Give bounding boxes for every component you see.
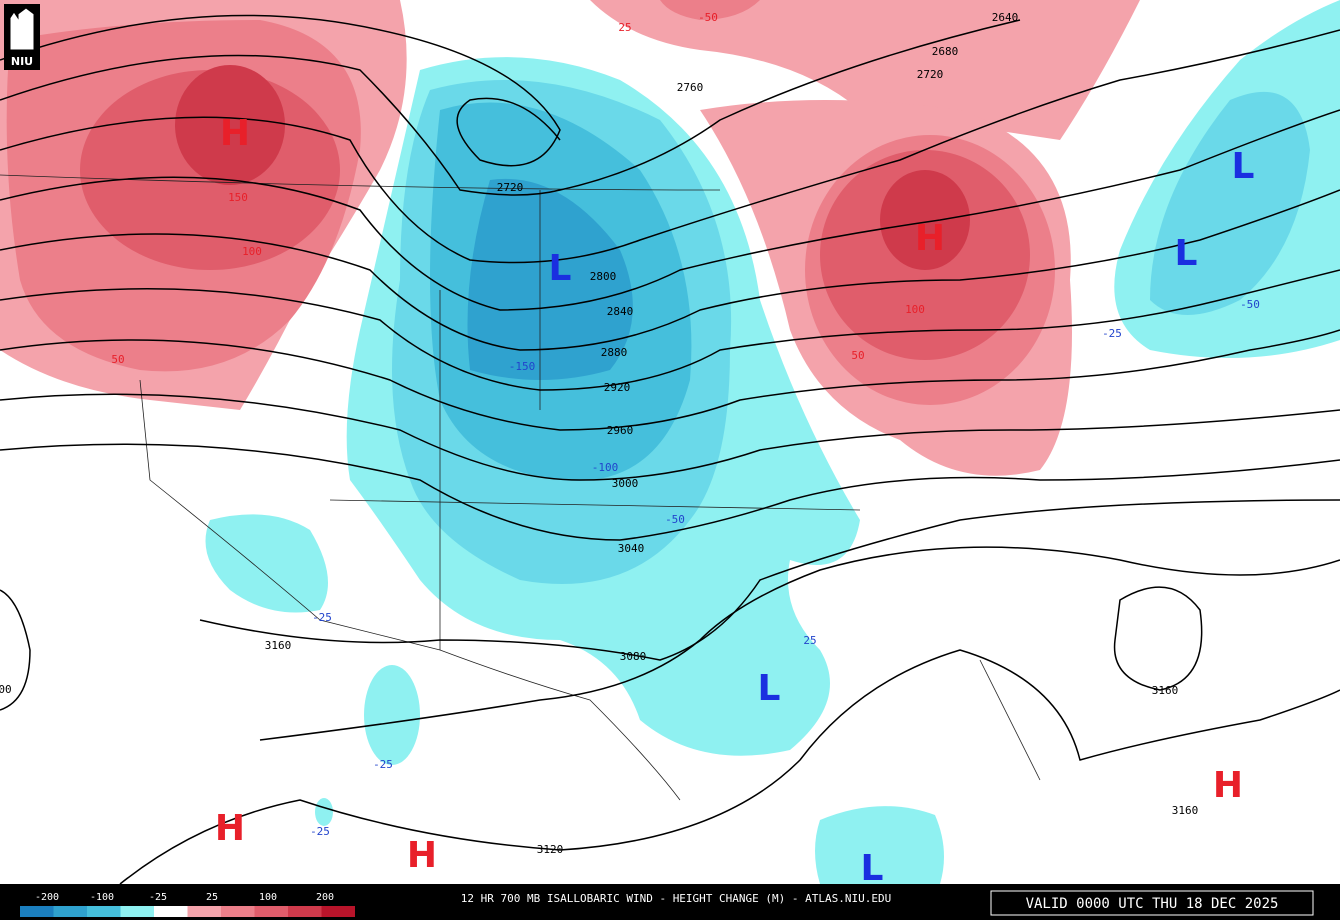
change-label: -50 (1240, 298, 1260, 311)
contour-label: 2840 (607, 305, 634, 318)
colorbar-swatch (221, 906, 255, 917)
change-label: 25 (618, 21, 631, 34)
colorbar-label: 25 (206, 892, 218, 903)
contour-label: 2680 (932, 45, 959, 58)
contour-label: 2760 (677, 81, 704, 94)
colorbar-swatch (154, 906, 188, 917)
contour-label: 2720 (497, 181, 524, 194)
colorbar-label: 100 (259, 892, 277, 903)
contour-label: 3160 (265, 639, 292, 652)
contour-label: 2800 (590, 270, 617, 283)
pressure-center: H (915, 218, 945, 259)
colorbar-swatch (321, 906, 355, 917)
colorbar-swatch (187, 906, 221, 917)
contour-label: 3000 (612, 477, 639, 490)
colorbar: -200 -100 -25 25 100 200 (20, 892, 355, 917)
change-label: 100 (905, 303, 925, 316)
change-label: -150 (509, 360, 536, 373)
valid-time: VALID 0000 UTC THU 18 DEC 2025 (1026, 896, 1279, 912)
change-label: 25 (803, 634, 816, 647)
pressure-center: H (407, 835, 437, 876)
contour-label: 3040 (618, 542, 645, 555)
colorbar-label: 200 (316, 892, 334, 903)
change-label: -50 (698, 11, 718, 24)
change-label: 50 (851, 349, 864, 362)
shading (0, 0, 1340, 884)
pressure-center: H (220, 113, 250, 154)
contour-label: 2920 (604, 381, 631, 394)
colorbar-swatch (53, 906, 87, 917)
colorbar-swatch (254, 906, 288, 917)
pressure-center: L (549, 248, 572, 289)
contour-label: 3120 (537, 843, 564, 856)
contour-label: 3160 (1152, 684, 1179, 697)
footer-title: 12 HR 700 MB ISALLOBARIC WIND - HEIGHT C… (461, 892, 891, 905)
change-label: -50 (665, 513, 685, 526)
logo-icon (9, 7, 35, 51)
valid-box (990, 890, 1314, 916)
contour-label: 2880 (601, 346, 628, 359)
change-label: -25 (312, 611, 332, 624)
pressure-center: L (1175, 233, 1198, 274)
pressure-center: H (1213, 765, 1243, 806)
pressure-center: L (861, 848, 884, 889)
height-contours (0, 14, 1340, 885)
borders (0, 174, 1041, 801)
change-label: -25 (373, 758, 393, 771)
change-label: -25 (310, 825, 330, 838)
colorbar-swatch (120, 906, 154, 917)
colorbar-label: -200 (35, 892, 59, 903)
colorbar-swatch (20, 906, 54, 917)
contour-label: 3160 (1172, 804, 1199, 817)
colorbar-swatch (288, 906, 322, 917)
colorbar-label: -100 (90, 892, 114, 903)
change-label: -100 (592, 461, 619, 474)
change-label: 150 (228, 191, 248, 204)
change-label: 50 (111, 353, 124, 366)
pressure-center: L (1232, 146, 1255, 187)
contour-label: 2720 (917, 68, 944, 81)
contour-label: 00 (0, 683, 12, 696)
logo: NIU (4, 4, 40, 70)
colorbar-label: -25 (149, 892, 167, 903)
logo-text: NIU (11, 55, 33, 68)
pressure-center: H (215, 808, 245, 849)
pressure-center: L (758, 668, 781, 709)
contour-label: 2640 (992, 11, 1019, 24)
change-label: 100 (242, 245, 262, 258)
change-label: -25 (1102, 327, 1122, 340)
labels: 2640 2680 2720 2760 2720 2800 2840 2880 2920 2960… (0, 11, 1260, 889)
contour-label: 3080 (620, 650, 647, 663)
colorbar-swatch (87, 906, 121, 917)
contour-label: 2960 (607, 424, 634, 437)
